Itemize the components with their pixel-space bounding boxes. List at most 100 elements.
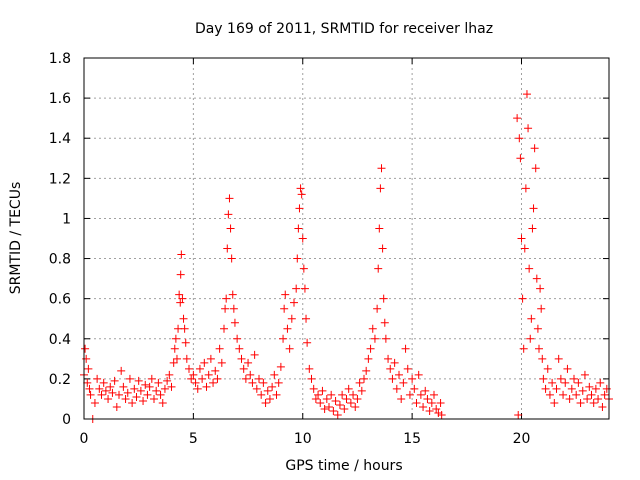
y-tick-label: 0 — [62, 412, 71, 428]
data-point — [514, 410, 523, 419]
data-point — [147, 374, 156, 383]
data-point — [357, 386, 366, 395]
data-point — [524, 124, 533, 133]
data-point — [115, 390, 123, 399]
data-point — [158, 398, 167, 407]
data-point — [99, 378, 108, 387]
data-point — [408, 374, 417, 383]
data-point — [172, 354, 181, 363]
data-point — [213, 374, 222, 383]
data-point — [364, 354, 373, 363]
data-point — [285, 344, 294, 353]
data-point — [525, 264, 534, 273]
data-point — [360, 374, 368, 383]
data-point — [377, 164, 386, 173]
data-point — [545, 390, 554, 399]
data-point — [410, 384, 419, 393]
x-tick-label: 15 — [403, 431, 421, 447]
data-point — [309, 384, 318, 393]
data-point — [520, 244, 529, 253]
data-point — [167, 382, 176, 391]
data-point — [187, 374, 196, 383]
data-point — [223, 244, 232, 253]
data-point — [320, 404, 329, 413]
data-point — [252, 384, 261, 393]
data-point — [215, 344, 224, 353]
data-point — [180, 324, 189, 333]
data-point — [421, 386, 430, 395]
data-point — [434, 408, 443, 417]
data-point — [311, 394, 320, 403]
data-point — [329, 406, 338, 415]
data-point — [280, 304, 289, 313]
data-point — [589, 398, 598, 407]
data-point — [300, 284, 309, 293]
data-point — [259, 378, 268, 387]
data-point — [95, 384, 104, 393]
data-point — [527, 314, 536, 323]
data-point — [170, 344, 179, 353]
data-point — [554, 354, 563, 363]
data-point — [578, 386, 587, 395]
data-point — [160, 384, 169, 393]
data-point — [552, 384, 561, 393]
data-point — [263, 386, 272, 395]
x-tick-label: 0 — [80, 431, 89, 447]
data-point — [340, 404, 349, 413]
data-point — [123, 388, 132, 397]
data-point — [296, 184, 305, 193]
data-point — [185, 364, 193, 373]
data-point — [244, 358, 253, 367]
data-point — [204, 370, 213, 379]
data-point — [198, 374, 207, 383]
data-point — [101, 386, 110, 395]
data-point — [125, 374, 134, 383]
data-point — [128, 398, 137, 407]
data-point — [130, 384, 139, 393]
data-point — [565, 394, 574, 403]
data-point — [559, 390, 568, 399]
data-point — [351, 402, 360, 411]
data-point — [436, 398, 445, 407]
data-point — [202, 382, 211, 391]
data-point — [139, 396, 148, 405]
data-point — [189, 370, 198, 379]
data-point — [297, 190, 306, 199]
data-point — [221, 304, 230, 313]
data-point — [325, 402, 333, 411]
data-point — [522, 90, 531, 99]
data-point — [217, 358, 226, 367]
y-axis-label: SRMTID / TECUs — [8, 182, 24, 295]
data-point — [257, 390, 266, 399]
data-point — [401, 344, 410, 353]
data-point — [390, 358, 399, 367]
data-point — [85, 384, 94, 393]
data-point — [176, 270, 185, 279]
data-point — [543, 364, 552, 373]
data-point — [93, 374, 102, 383]
data-point — [521, 184, 530, 193]
data-point — [136, 386, 145, 395]
data-point — [576, 398, 585, 407]
data-point — [121, 394, 130, 403]
data-point — [287, 314, 296, 323]
data-point — [528, 224, 537, 233]
data-point — [81, 344, 90, 353]
y-tick-label: 0.6 — [49, 292, 71, 308]
data-point — [292, 284, 301, 293]
data-point — [237, 354, 246, 363]
data-point — [227, 254, 236, 263]
data-point — [290, 298, 298, 307]
data-point — [567, 384, 576, 393]
data-point — [179, 314, 188, 323]
data-point — [90, 398, 99, 407]
data-point — [516, 154, 525, 163]
data-point — [594, 394, 603, 403]
data-point — [355, 378, 364, 387]
data-point — [248, 378, 257, 387]
data-point — [83, 378, 92, 387]
data-point — [134, 376, 143, 385]
data-point — [536, 284, 545, 293]
data-point — [353, 394, 362, 403]
